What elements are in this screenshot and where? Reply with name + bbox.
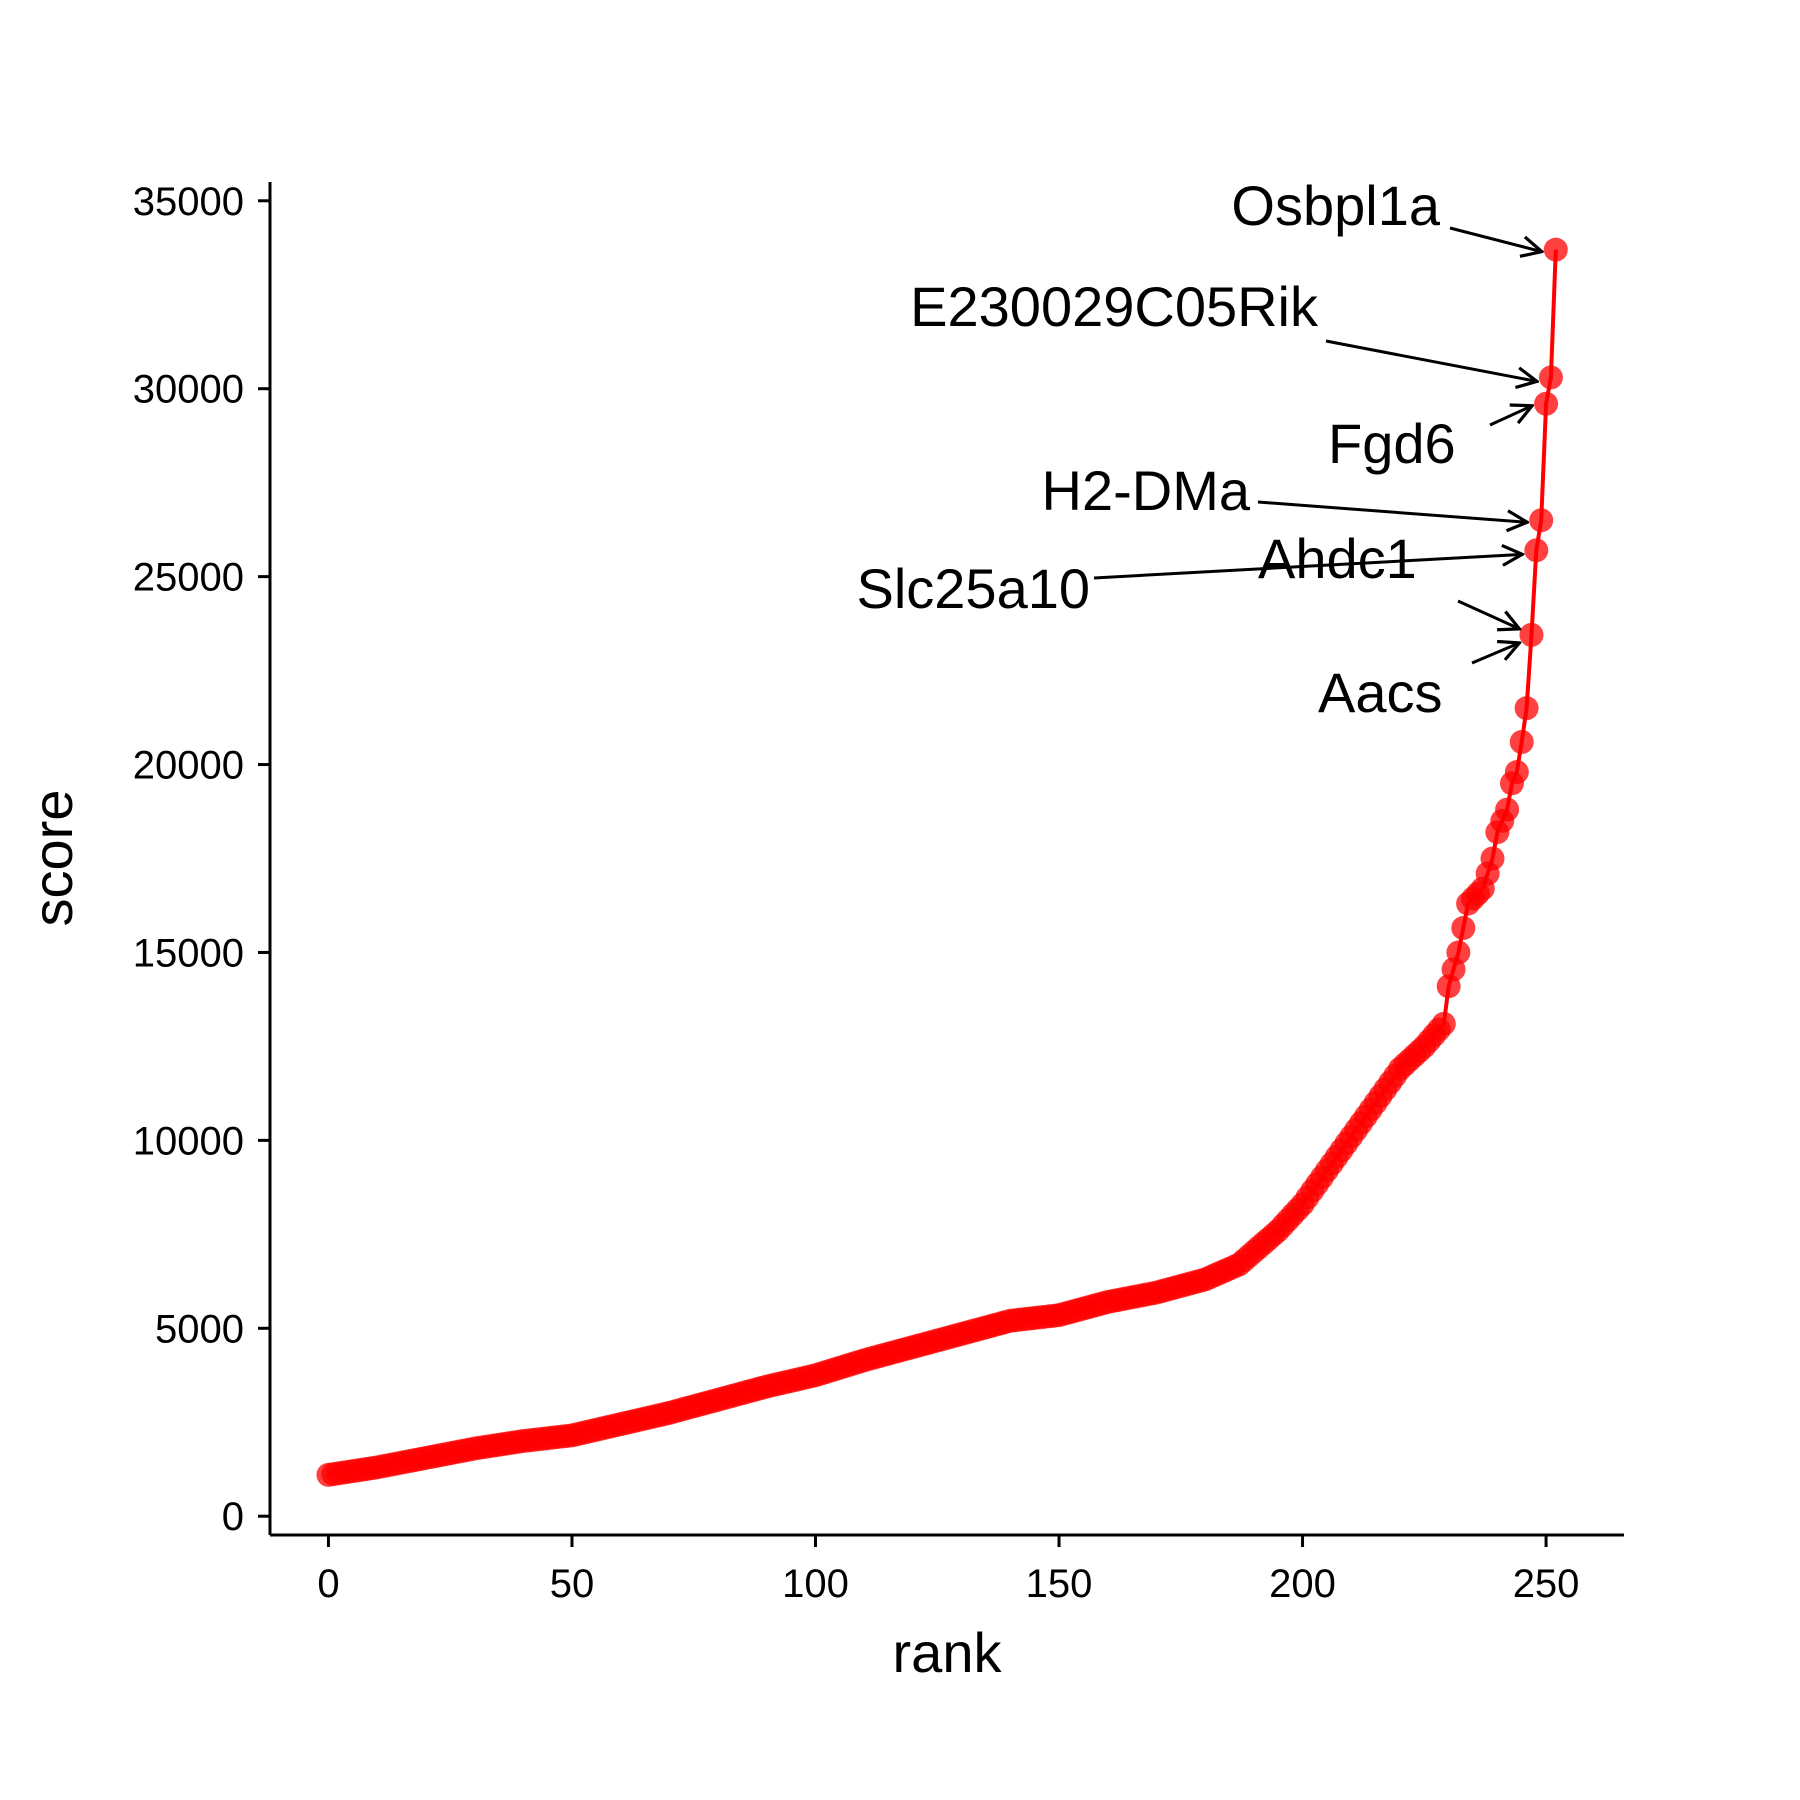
y-tick-label: 10000: [133, 1119, 244, 1163]
x-tick-label: 100: [782, 1562, 849, 1606]
annotation-arrow: [1458, 601, 1519, 629]
y-tick-label: 35000: [133, 180, 244, 224]
annotation-label: E230029C05Rik: [910, 275, 1319, 338]
y-tick-label: 30000: [133, 368, 244, 412]
y-tick-label: 25000: [133, 556, 244, 600]
x-ticks: 0 50 100 150 200 250: [317, 1535, 1579, 1606]
annotation-label: Aacs: [1318, 661, 1443, 724]
x-axis-title: rank: [893, 1621, 1003, 1684]
x-tick-label: 250: [1513, 1562, 1580, 1606]
annotation-label: Ahdc1: [1258, 527, 1417, 590]
y-tick-label: 5000: [155, 1307, 244, 1351]
y-tick-label: 15000: [133, 931, 244, 975]
y-axis-title: score: [21, 790, 84, 927]
annotation-arrow: [1490, 406, 1532, 425]
annotation-arrow: [1450, 228, 1542, 252]
x-tick-label: 50: [550, 1562, 595, 1606]
annotation-arrow: [1472, 643, 1519, 663]
x-tick-label: 0: [317, 1562, 339, 1606]
y-tick-label: 0: [222, 1495, 244, 1539]
annotation-arrow: [1258, 502, 1527, 522]
annotation-label: Osbpl1a: [1231, 174, 1440, 237]
annotation-label: Slc25a10: [856, 557, 1090, 620]
annotation-label: H2-DMa: [1042, 459, 1251, 522]
y-tick-label: 20000: [133, 744, 244, 788]
y-ticks: 0 5000 10000 15000 20000 25000 30000 35000: [133, 180, 270, 1539]
annotation-label: Fgd6: [1328, 412, 1456, 475]
x-tick-label: 150: [1026, 1562, 1093, 1606]
x-tick-label: 200: [1269, 1562, 1336, 1606]
annotation-arrow: [1326, 341, 1537, 381]
